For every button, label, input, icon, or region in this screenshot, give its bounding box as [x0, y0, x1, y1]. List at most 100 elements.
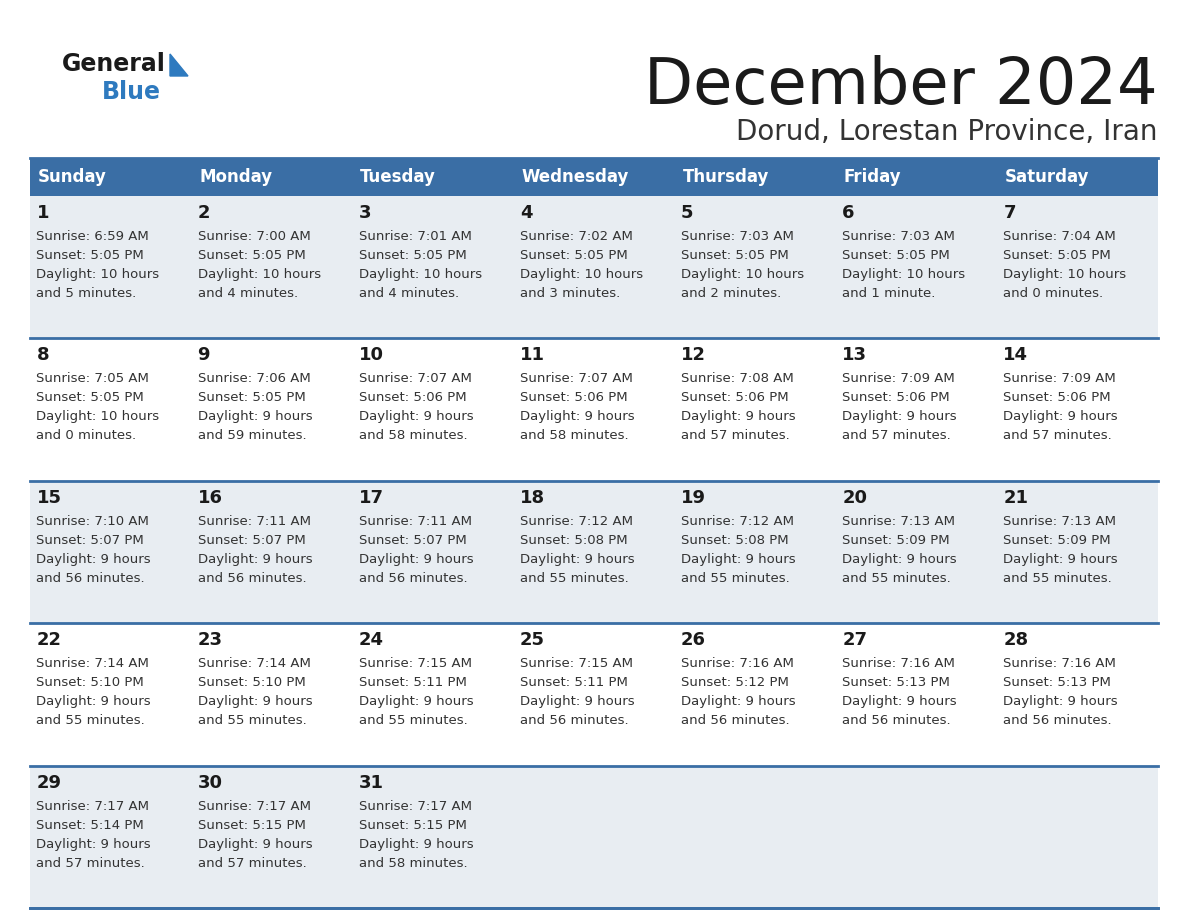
Text: Tuesday: Tuesday: [360, 168, 436, 186]
Text: 28: 28: [1004, 632, 1029, 649]
Text: Sunrise: 7:14 AM: Sunrise: 7:14 AM: [197, 657, 310, 670]
Text: and 58 minutes.: and 58 minutes.: [359, 430, 467, 442]
Text: and 56 minutes.: and 56 minutes.: [842, 714, 950, 727]
Text: Sunrise: 7:06 AM: Sunrise: 7:06 AM: [197, 373, 310, 386]
Text: and 56 minutes.: and 56 minutes.: [359, 572, 467, 585]
Text: Sunrise: 7:04 AM: Sunrise: 7:04 AM: [1004, 230, 1116, 243]
Text: Daylight: 9 hours: Daylight: 9 hours: [197, 410, 312, 423]
Text: Daylight: 10 hours: Daylight: 10 hours: [359, 268, 482, 281]
Text: Dorud, Lorestan Province, Iran: Dorud, Lorestan Province, Iran: [737, 118, 1158, 146]
Text: Sunset: 5:15 PM: Sunset: 5:15 PM: [359, 819, 467, 832]
Text: 9: 9: [197, 346, 210, 364]
Text: and 56 minutes.: and 56 minutes.: [197, 572, 307, 585]
Text: Sunrise: 7:03 AM: Sunrise: 7:03 AM: [842, 230, 955, 243]
Text: Daylight: 9 hours: Daylight: 9 hours: [37, 695, 151, 708]
Text: Daylight: 9 hours: Daylight: 9 hours: [37, 837, 151, 851]
Text: and 57 minutes.: and 57 minutes.: [681, 430, 790, 442]
Text: Sunset: 5:08 PM: Sunset: 5:08 PM: [681, 533, 789, 547]
Text: Daylight: 9 hours: Daylight: 9 hours: [842, 695, 956, 708]
Text: and 55 minutes.: and 55 minutes.: [359, 714, 468, 727]
Text: Sunset: 5:11 PM: Sunset: 5:11 PM: [359, 677, 467, 689]
Text: Sunset: 5:07 PM: Sunset: 5:07 PM: [359, 533, 467, 547]
Text: Daylight: 9 hours: Daylight: 9 hours: [359, 695, 473, 708]
Text: Sunrise: 7:16 AM: Sunrise: 7:16 AM: [1004, 657, 1117, 670]
Text: Sunset: 5:14 PM: Sunset: 5:14 PM: [37, 819, 144, 832]
Text: Sunset: 5:12 PM: Sunset: 5:12 PM: [681, 677, 789, 689]
Text: Sunset: 5:09 PM: Sunset: 5:09 PM: [1004, 533, 1111, 547]
Text: Sunday: Sunday: [38, 168, 107, 186]
Text: and 5 minutes.: and 5 minutes.: [37, 287, 137, 300]
Text: and 55 minutes.: and 55 minutes.: [1004, 572, 1112, 585]
Text: Sunset: 5:06 PM: Sunset: 5:06 PM: [1004, 391, 1111, 405]
Text: and 56 minutes.: and 56 minutes.: [37, 572, 145, 585]
Text: and 58 minutes.: and 58 minutes.: [359, 856, 467, 869]
Text: December 2024: December 2024: [644, 55, 1158, 117]
Text: Sunrise: 7:01 AM: Sunrise: 7:01 AM: [359, 230, 472, 243]
Text: and 57 minutes.: and 57 minutes.: [37, 856, 145, 869]
Text: 25: 25: [520, 632, 545, 649]
FancyBboxPatch shape: [30, 766, 1158, 908]
Text: 31: 31: [359, 774, 384, 791]
Text: 19: 19: [681, 488, 706, 507]
Text: 12: 12: [681, 346, 706, 364]
Text: and 3 minutes.: and 3 minutes.: [520, 287, 620, 300]
Text: and 55 minutes.: and 55 minutes.: [842, 572, 950, 585]
FancyBboxPatch shape: [30, 481, 1158, 623]
Text: Sunset: 5:05 PM: Sunset: 5:05 PM: [842, 249, 950, 262]
Text: 3: 3: [359, 204, 371, 222]
Text: Thursday: Thursday: [683, 168, 769, 186]
Text: Daylight: 9 hours: Daylight: 9 hours: [197, 837, 312, 851]
Text: and 56 minutes.: and 56 minutes.: [1004, 714, 1112, 727]
Text: Sunset: 5:05 PM: Sunset: 5:05 PM: [37, 249, 144, 262]
Text: Sunrise: 7:08 AM: Sunrise: 7:08 AM: [681, 373, 794, 386]
Text: Sunrise: 7:16 AM: Sunrise: 7:16 AM: [681, 657, 794, 670]
Text: Daylight: 10 hours: Daylight: 10 hours: [520, 268, 643, 281]
FancyBboxPatch shape: [30, 158, 1158, 196]
Text: Sunset: 5:07 PM: Sunset: 5:07 PM: [197, 533, 305, 547]
Text: and 55 minutes.: and 55 minutes.: [37, 714, 145, 727]
Text: Daylight: 10 hours: Daylight: 10 hours: [197, 268, 321, 281]
Text: 24: 24: [359, 632, 384, 649]
Text: Daylight: 9 hours: Daylight: 9 hours: [1004, 553, 1118, 565]
Text: Daylight: 10 hours: Daylight: 10 hours: [842, 268, 966, 281]
Text: and 4 minutes.: and 4 minutes.: [359, 287, 459, 300]
Text: Daylight: 9 hours: Daylight: 9 hours: [1004, 695, 1118, 708]
Text: and 4 minutes.: and 4 minutes.: [197, 287, 298, 300]
Text: 15: 15: [37, 488, 62, 507]
Text: Sunset: 5:05 PM: Sunset: 5:05 PM: [359, 249, 467, 262]
Text: Sunrise: 7:09 AM: Sunrise: 7:09 AM: [1004, 373, 1116, 386]
Text: 17: 17: [359, 488, 384, 507]
Text: Sunrise: 7:13 AM: Sunrise: 7:13 AM: [842, 515, 955, 528]
Text: 23: 23: [197, 632, 222, 649]
Text: Sunrise: 7:16 AM: Sunrise: 7:16 AM: [842, 657, 955, 670]
Text: Daylight: 9 hours: Daylight: 9 hours: [520, 410, 634, 423]
Text: Sunset: 5:06 PM: Sunset: 5:06 PM: [359, 391, 467, 405]
Text: Monday: Monday: [200, 168, 272, 186]
Text: 26: 26: [681, 632, 706, 649]
Text: and 55 minutes.: and 55 minutes.: [520, 572, 628, 585]
Text: Sunrise: 7:07 AM: Sunrise: 7:07 AM: [520, 373, 633, 386]
Text: Sunrise: 6:59 AM: Sunrise: 6:59 AM: [37, 230, 150, 243]
Text: 4: 4: [520, 204, 532, 222]
Text: and 57 minutes.: and 57 minutes.: [1004, 430, 1112, 442]
Text: and 57 minutes.: and 57 minutes.: [842, 430, 950, 442]
Text: Sunrise: 7:07 AM: Sunrise: 7:07 AM: [359, 373, 472, 386]
Text: Daylight: 9 hours: Daylight: 9 hours: [359, 410, 473, 423]
Text: Sunrise: 7:12 AM: Sunrise: 7:12 AM: [681, 515, 794, 528]
Text: 11: 11: [520, 346, 545, 364]
Text: Wednesday: Wednesday: [522, 168, 628, 186]
Text: 7: 7: [1004, 204, 1016, 222]
Text: and 0 minutes.: and 0 minutes.: [1004, 287, 1104, 300]
Text: Sunrise: 7:12 AM: Sunrise: 7:12 AM: [520, 515, 633, 528]
Text: Sunset: 5:05 PM: Sunset: 5:05 PM: [37, 391, 144, 405]
Text: 14: 14: [1004, 346, 1029, 364]
FancyBboxPatch shape: [30, 623, 1158, 766]
Text: Sunrise: 7:17 AM: Sunrise: 7:17 AM: [197, 800, 310, 812]
Text: Daylight: 9 hours: Daylight: 9 hours: [1004, 410, 1118, 423]
Text: 30: 30: [197, 774, 222, 791]
Text: Daylight: 9 hours: Daylight: 9 hours: [842, 553, 956, 565]
Text: Sunset: 5:15 PM: Sunset: 5:15 PM: [197, 819, 305, 832]
Text: Daylight: 10 hours: Daylight: 10 hours: [37, 268, 159, 281]
Text: 10: 10: [359, 346, 384, 364]
Text: 8: 8: [37, 346, 49, 364]
